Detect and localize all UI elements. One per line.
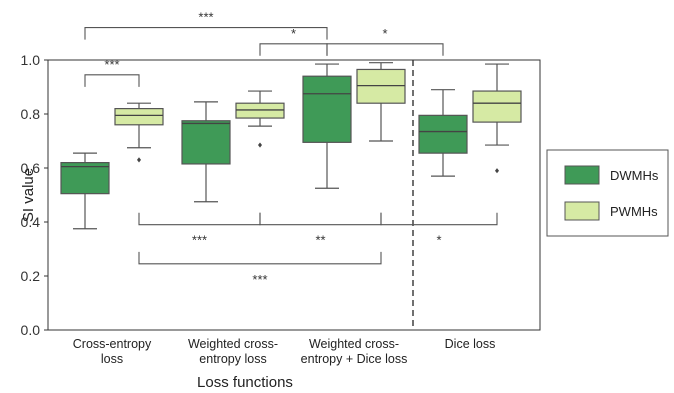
bracket-line — [259, 212, 382, 226]
y-tick-label: 0.2 — [21, 268, 41, 284]
y-axis-title: SI value — [20, 168, 37, 222]
significance-brackets: **** ******* ** **** — [84, 10, 498, 287]
box-dwmhs-3 — [418, 89, 468, 177]
box-dwmhs-1 — [181, 101, 231, 203]
significance-bracket: *** — [138, 212, 261, 248]
significance-label: *** — [198, 10, 213, 25]
significance-label: * — [291, 26, 296, 41]
bracket-line — [138, 251, 382, 265]
y-tick-label: 1.0 — [21, 52, 41, 68]
x-category-label-line: Weighted cross- — [188, 337, 278, 351]
bracket-line — [326, 43, 444, 56]
significance-bracket: * — [380, 212, 498, 248]
bracket-line — [84, 74, 140, 87]
significance-label: *** — [104, 57, 119, 72]
x-category-label-line: Weighted cross- — [309, 337, 399, 351]
x-category-label-line: Dice loss — [445, 337, 496, 351]
x-category-label: Dice loss — [445, 337, 496, 351]
y-tick-label: 0.0 — [21, 322, 41, 338]
legend-box — [546, 149, 669, 237]
plot-area — [47, 59, 541, 331]
box-pwmhs-2 — [356, 62, 406, 142]
significance-label: * — [382, 26, 387, 41]
box-pwmhs-1 — [235, 90, 285, 148]
outlier-point — [258, 142, 262, 148]
box-iqr — [356, 68, 406, 104]
bracket-line — [259, 43, 328, 56]
legend-label: PWMHs — [610, 204, 658, 219]
x-category-label-line: Cross-entropy — [73, 337, 152, 351]
y-tick-label: 0.6 — [21, 160, 41, 176]
y-axis-ticks: 0.0 0.2 0.4 0.6 0.8 1.0 — [21, 52, 48, 338]
significance-bracket: *** — [84, 57, 140, 87]
boxes — [60, 62, 522, 230]
significance-bracket: * — [326, 26, 444, 56]
significance-label: ** — [315, 233, 325, 248]
bracket-line — [84, 27, 328, 40]
x-category-label: Weighted cross-entropy loss — [188, 337, 278, 366]
y-tick-label: 0.8 — [21, 106, 41, 122]
box-iqr — [472, 90, 522, 123]
legend-swatch — [564, 201, 600, 221]
x-category-label-line: entropy + Dice loss — [301, 352, 408, 366]
box-iqr — [235, 102, 285, 119]
plot-frame — [47, 59, 541, 331]
x-category-label-line: entropy loss — [199, 352, 266, 366]
significance-bracket: *** — [84, 10, 328, 40]
significance-label: *** — [252, 272, 267, 287]
box-iqr — [114, 107, 164, 126]
box-dwmhs-2 — [302, 63, 352, 189]
x-axis-title: Loss functions — [197, 374, 293, 391]
x-category-label: Weighted cross-entropy + Dice loss — [301, 337, 408, 366]
legend: DWMHs PWMHs — [546, 149, 669, 237]
outlier-point — [137, 157, 141, 163]
significance-label: *** — [192, 233, 207, 248]
y-tick-label: 0.4 — [21, 214, 41, 230]
significance-bracket: ** — [259, 212, 382, 248]
bracket-line — [138, 212, 261, 226]
box-iqr — [181, 120, 231, 165]
box-pwmhs-0 — [114, 102, 164, 163]
significance-bracket: *** — [138, 251, 382, 287]
legend-swatch — [564, 165, 600, 185]
box-iqr — [60, 162, 110, 195]
bracket-line — [380, 212, 498, 226]
x-category-label: Cross-entropy loss — [73, 337, 152, 366]
box-iqr — [302, 75, 352, 143]
outlier-point — [495, 168, 499, 174]
x-category-label-line: loss — [101, 352, 123, 366]
significance-bracket: * — [259, 26, 328, 56]
significance-label: * — [436, 233, 441, 248]
box-dwmhs-0 — [60, 152, 110, 230]
legend-label: DWMHs — [610, 168, 659, 183]
x-axis-categories: Cross-entropy loss Weighted cross-entropy … — [73, 337, 496, 366]
box-iqr — [418, 114, 468, 154]
box-pwmhs-3 — [472, 63, 522, 174]
